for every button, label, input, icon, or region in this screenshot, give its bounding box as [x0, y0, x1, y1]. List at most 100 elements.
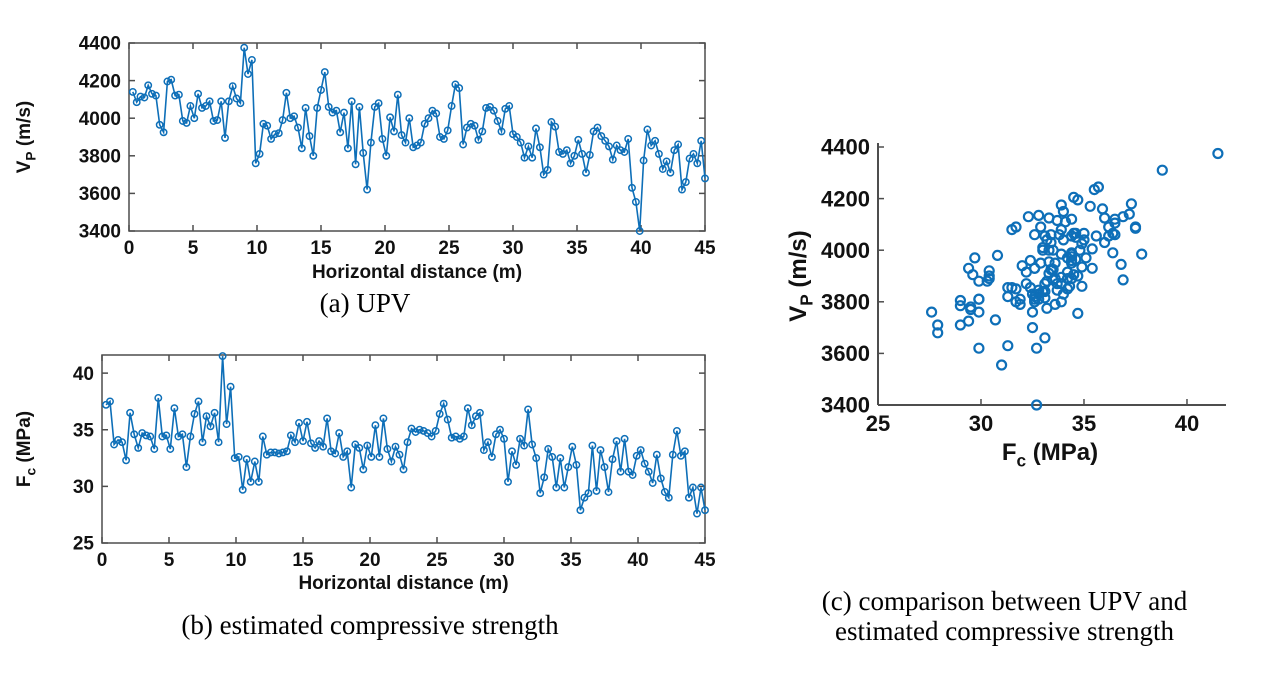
data-point	[1076, 238, 1088, 250]
data-point	[1029, 229, 1041, 241]
data-point	[580, 493, 589, 502]
x-axis-label: Horizontal distance (m)	[312, 262, 522, 283]
data-point	[1086, 243, 1098, 255]
data-point	[459, 140, 468, 149]
svg-text:5: 5	[164, 550, 175, 571]
svg-text:45: 45	[694, 550, 716, 571]
data-point	[401, 138, 410, 147]
data-point	[1039, 285, 1051, 298]
data-point	[487, 452, 496, 461]
data-point	[536, 489, 545, 498]
data-point	[122, 456, 131, 465]
data-point	[1041, 234, 1053, 246]
data-point	[251, 159, 260, 168]
data-point	[295, 419, 303, 427]
data-point	[419, 426, 428, 435]
data-point	[355, 443, 364, 452]
data-point	[255, 149, 264, 158]
data-point	[1057, 234, 1069, 246]
caption-a: (a) UPV	[319, 288, 411, 318]
y-axis-label: VP (m/s)	[14, 101, 38, 174]
data-point	[969, 252, 981, 264]
chart-a-upv: 0 5 10 15 20 25 30 35 40 45 3400 3600 3800 4000 4200 44…	[0, 0, 740, 335]
svg-text:3400: 3400	[79, 222, 121, 243]
data-point	[282, 447, 291, 456]
data-point	[1125, 198, 1137, 210]
data-point	[1156, 164, 1168, 176]
svg-text:20: 20	[374, 238, 395, 259]
data-point	[1099, 212, 1111, 224]
data-point	[150, 445, 159, 453]
chart-c-scatter-comparison: 25 30 35 40 3400 3600 3800 4000 4200 4400 Fc (MPa)…	[740, 90, 1269, 495]
data-point	[576, 506, 585, 515]
data-point	[1080, 252, 1092, 264]
data-point	[309, 151, 318, 160]
data-point	[535, 143, 544, 152]
data-point	[1022, 211, 1034, 223]
data-point	[574, 135, 583, 144]
data-point	[973, 342, 985, 354]
data-point	[1117, 274, 1129, 286]
data-point	[371, 421, 380, 430]
data-point	[660, 488, 669, 496]
data-point	[616, 146, 625, 155]
data-point	[159, 128, 168, 137]
svg-text:35: 35	[73, 420, 95, 441]
data-point	[656, 474, 665, 483]
data-point	[1024, 282, 1036, 294]
data-point	[467, 421, 476, 430]
data-point	[1029, 262, 1041, 274]
data-point	[443, 126, 452, 135]
data-point	[608, 155, 617, 164]
data-point	[601, 136, 610, 145]
data-point	[693, 159, 702, 168]
data-point	[588, 441, 597, 450]
data-point	[307, 439, 315, 448]
data-point	[282, 88, 291, 97]
data-point	[383, 445, 392, 453]
data-point	[470, 121, 479, 130]
data-point	[1002, 340, 1014, 352]
data-point	[148, 89, 156, 98]
tick-marks	[128, 42, 706, 232]
data-point	[628, 471, 637, 479]
data-point	[217, 97, 226, 106]
svg-text:25: 25	[866, 411, 890, 436]
data-point	[1212, 147, 1224, 160]
data-point	[1109, 229, 1121, 241]
data-point	[543, 165, 552, 174]
caption-c-line2: estimated compressive strength	[835, 616, 1174, 646]
data-point	[1103, 230, 1115, 242]
data-point	[973, 275, 985, 287]
svg-text:35: 35	[1072, 411, 1096, 436]
data-point	[226, 382, 235, 391]
x-axis-label: Horizontal distance (m)	[298, 573, 508, 594]
data-point	[230, 454, 239, 463]
data-point	[213, 116, 222, 125]
y-axis-label: Fc (MPa)	[14, 411, 38, 487]
data-point	[324, 102, 333, 111]
data-point	[1014, 293, 1026, 305]
data-point	[508, 447, 516, 456]
data-point	[1109, 217, 1121, 229]
data-point	[198, 438, 207, 447]
data-point	[497, 127, 506, 136]
data-point	[158, 432, 167, 441]
data-point	[232, 94, 241, 103]
data-point	[335, 429, 344, 438]
data-point	[578, 149, 587, 158]
data-point	[451, 432, 460, 441]
data-point	[681, 178, 690, 187]
svg-text:10: 10	[246, 238, 267, 259]
data-point	[1076, 280, 1088, 292]
data-point	[651, 136, 660, 145]
data-point	[332, 106, 341, 115]
data-point	[142, 431, 151, 440]
data-point	[291, 438, 299, 447]
data-point	[1092, 181, 1104, 193]
data-point	[616, 467, 625, 476]
data-point	[336, 128, 345, 137]
data-point	[1041, 302, 1053, 314]
data-point	[254, 477, 263, 486]
svg-text:3600: 3600	[821, 341, 870, 366]
